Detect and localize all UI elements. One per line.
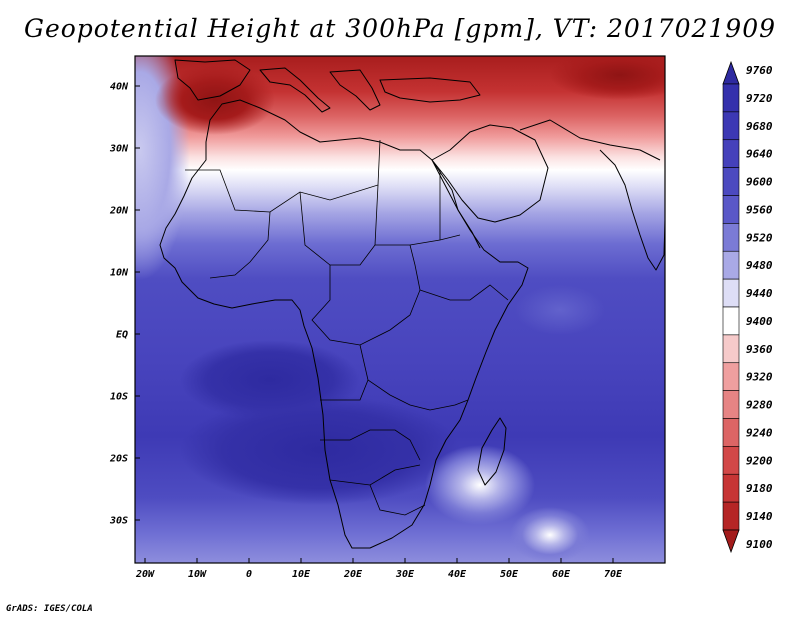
- latitude-axis: 40N 30N 20N 10N EQ 10S 20S 30S: [109, 82, 140, 527]
- colorbar-swatch: [722, 223, 740, 252]
- colorbar-label: 9560: [746, 203, 773, 216]
- colorbar-swatch: [722, 250, 740, 280]
- colorbar-label: 9180: [746, 482, 773, 495]
- lon-tick-label: 10W: [188, 569, 207, 580]
- colorbar-swatch: [722, 334, 740, 364]
- height-field: [135, 56, 665, 563]
- coastlines: [159, 59, 665, 549]
- colorbar-swatch: [722, 473, 740, 503]
- lat-tick-label: EQ: [116, 330, 128, 341]
- colorbar-label: 9280: [746, 399, 773, 412]
- lat-tick-label: 30S: [109, 516, 128, 527]
- lon-tick-label: 20E: [343, 569, 363, 580]
- credit-label: GrADS: IGES/COLA: [6, 604, 93, 614]
- colorbar-swatch: [722, 362, 740, 391]
- colorbar-label: 9480: [746, 259, 773, 272]
- colorbar-label: 9100: [746, 538, 773, 551]
- lon-tick-label: 40E: [448, 569, 467, 580]
- colorbar-extend-bottom: [722, 529, 740, 554]
- colorbar-label: 9240: [746, 426, 773, 439]
- colorbar: 9760 9720 9680 9640 9600 9560 9520 9480 9440 9400…: [722, 60, 773, 554]
- colorbar-swatch: [722, 446, 740, 475]
- colorbar-swatch: [722, 83, 740, 113]
- colorbar-swatch: [722, 390, 740, 419]
- colorbar-swatch: [722, 501, 740, 531]
- lat-tick-label: 40N: [110, 82, 129, 93]
- colorbar-label: 9360: [746, 343, 773, 356]
- colorbar-label: 9760: [746, 64, 773, 77]
- colorbar-label: 9200: [746, 454, 773, 467]
- colorbar-label: 9440: [746, 287, 773, 300]
- colorbar-swatch: [722, 111, 740, 141]
- colorbar-label: 9640: [746, 148, 773, 161]
- lat-tick-label: 10N: [110, 268, 129, 279]
- colorbar-label: 9600: [746, 176, 773, 189]
- lat-tick-label: 30N: [109, 144, 129, 155]
- colorbar-extend-top: [722, 60, 740, 85]
- colorbar-swatch: [722, 139, 740, 168]
- longitude-axis: 20W 10W 0 10E 20E 30E 40E 50E 60E 70E: [135, 558, 623, 580]
- colorbar-label: 9400: [746, 315, 773, 328]
- lon-tick-label: 30E: [395, 569, 415, 580]
- colorbar-swatch: [722, 306, 740, 336]
- chart-title: Geopotential Height at 300hPa [gpm], VT:…: [23, 14, 777, 43]
- country-borders: [185, 139, 509, 516]
- lon-tick-label: 70E: [604, 569, 623, 580]
- colorbar-swatch: [722, 278, 740, 308]
- colorbar-swatch: [722, 167, 740, 196]
- lon-tick-label: 10E: [292, 569, 311, 580]
- colorbar-label: 9140: [746, 510, 773, 523]
- colorbar-label: 9720: [746, 92, 773, 105]
- lon-tick-label: 0: [246, 569, 252, 580]
- colorbar-swatch: [722, 418, 740, 447]
- colorbar-swatch: [722, 195, 740, 224]
- lon-tick-label: 20W: [135, 569, 155, 580]
- lat-tick-label: 20N: [109, 206, 129, 217]
- colorbar-label: 9680: [746, 120, 773, 133]
- lat-tick-label: 20S: [109, 454, 128, 465]
- lat-tick-label: 10S: [110, 392, 128, 403]
- colorbar-label: 9320: [746, 371, 773, 384]
- lon-tick-label: 60E: [552, 569, 571, 580]
- colorbar-label: 9520: [746, 231, 773, 244]
- lon-tick-label: 50E: [500, 569, 519, 580]
- plot-frame: [134, 55, 666, 564]
